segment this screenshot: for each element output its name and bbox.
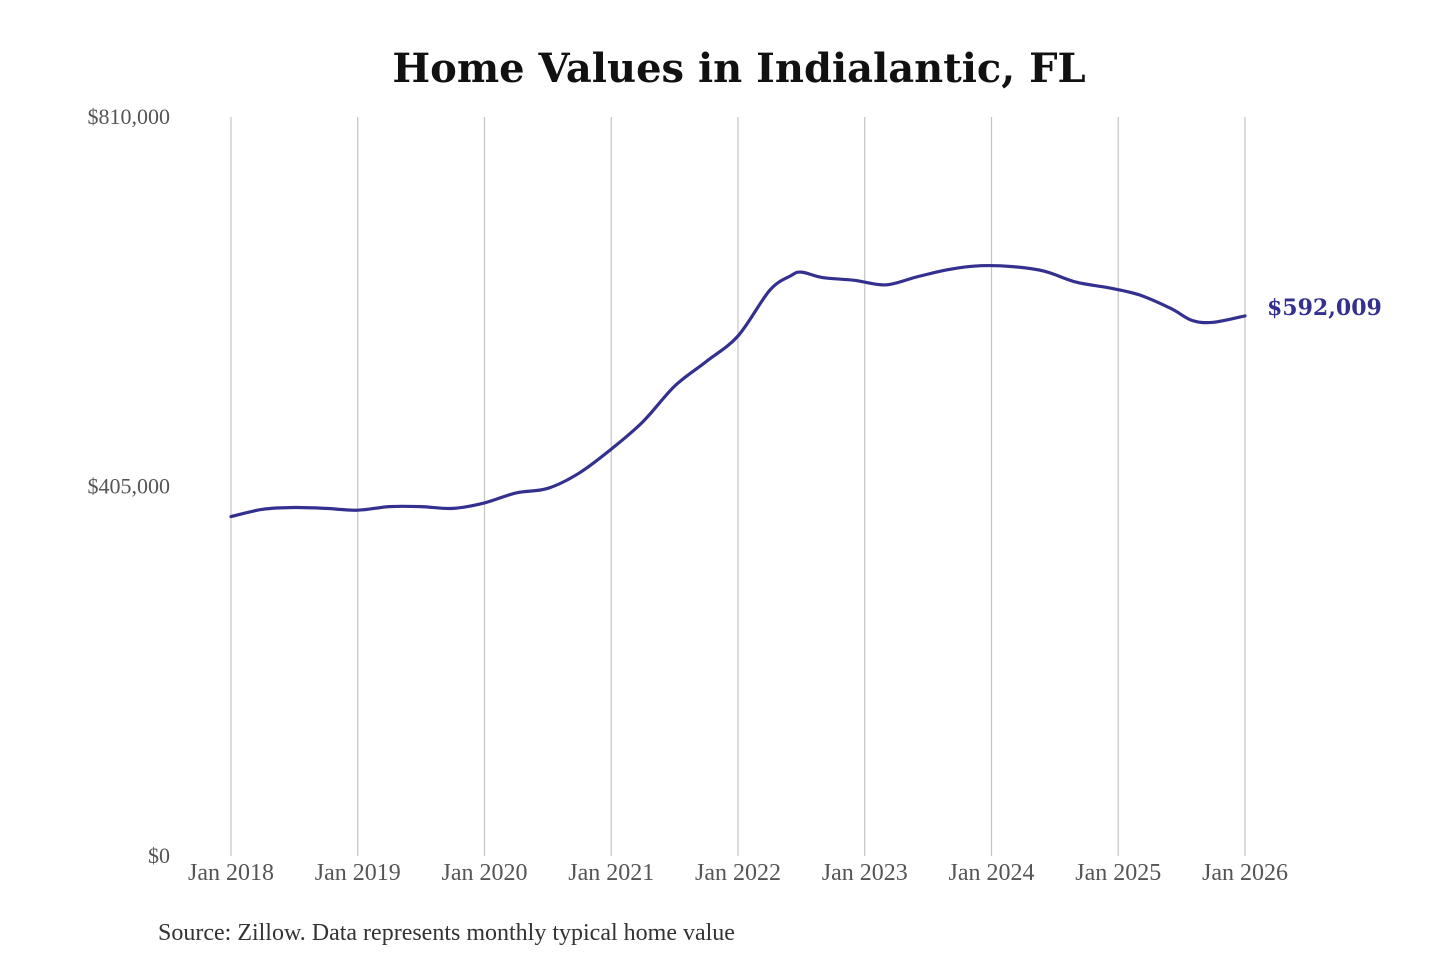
x-tick-label: Jan 2018: [188, 860, 274, 886]
y-tick-label: $0: [148, 843, 170, 868]
y-tick-label: $810,000: [88, 104, 171, 129]
y-tick-label: $405,000: [88, 474, 171, 499]
x-tick-label: Jan 2019: [315, 860, 401, 886]
x-tick-label: Jan 2025: [1075, 860, 1161, 886]
gridlines: [230, 117, 1246, 856]
x-tick-label: Jan 2022: [695, 860, 781, 886]
x-tick-label: Jan 2026: [1202, 860, 1288, 886]
y-axis-ticks: $0 $405,000 $810,000: [88, 104, 171, 868]
source-note: Source: Zillow. Data represents monthly …: [158, 920, 735, 946]
x-tick-label: Jan 2024: [949, 860, 1035, 886]
chart-title: Home Values in Indialantic, FL: [392, 45, 1085, 92]
x-axis-ticks: Jan 2018 Jan 2019 Jan 2020 Jan 2021 Jan 2022…: [188, 860, 1288, 886]
x-tick-label: Jan 2020: [442, 860, 528, 886]
series-line: [229, 263, 1247, 519]
x-tick-label: Jan 2023: [822, 860, 908, 886]
end-value-label: $592,009: [1267, 295, 1382, 321]
x-tick-label: Jan 2021: [568, 860, 654, 886]
